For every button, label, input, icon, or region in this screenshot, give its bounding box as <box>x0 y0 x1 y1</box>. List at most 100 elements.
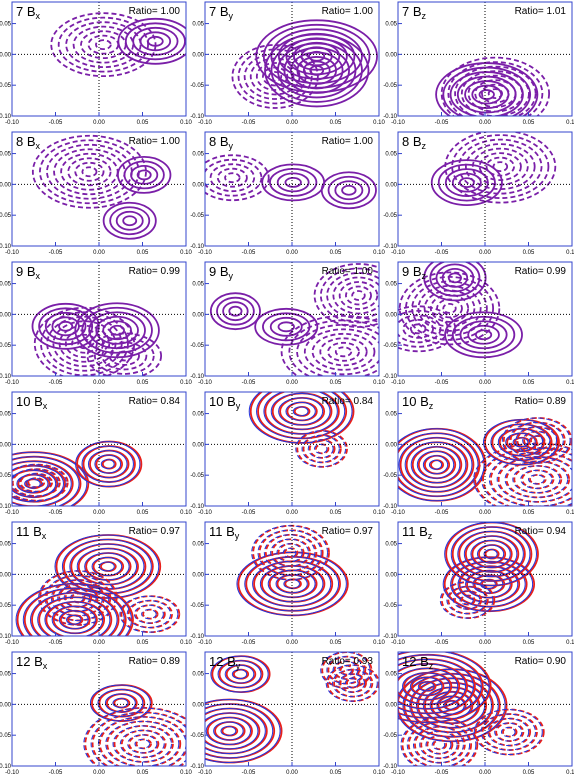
contour <box>284 177 302 188</box>
contour <box>277 321 295 333</box>
contour <box>214 721 246 741</box>
panel-label: 8 Bz <box>402 134 427 151</box>
panel-label-main: 12 B <box>402 654 429 669</box>
x-tick-label: -0.10 <box>5 510 19 516</box>
contours <box>31 302 163 376</box>
y-tick-label: -0.10 <box>383 504 397 510</box>
panel: -0.10 -0.05 0.00 0.05 0.10 -0.10 -0.05 0.00 0.05… <box>0 521 192 646</box>
contours <box>50 12 186 78</box>
panel-label: 7 Bx <box>16 4 41 21</box>
contour <box>94 454 122 474</box>
x-tick-label: -0.05 <box>242 510 256 516</box>
y-tick-label: 0.05 <box>385 282 397 288</box>
contour <box>254 307 319 346</box>
x-tick-label: 0.00 <box>479 640 491 646</box>
contour <box>417 681 488 729</box>
x-tick-label: 0.10 <box>180 770 192 776</box>
panel-label: 11 By <box>209 524 240 541</box>
contour <box>51 316 80 337</box>
panel-label-sub: x <box>42 531 47 541</box>
panel-label-main: 10 B <box>16 394 43 409</box>
panel-label-main: 10 B <box>402 394 429 409</box>
x-tick-label: 0.05 <box>137 510 149 516</box>
contours <box>231 19 378 109</box>
contour <box>444 132 557 204</box>
contour <box>345 285 372 306</box>
contour <box>113 697 131 709</box>
contour <box>120 595 181 634</box>
contour <box>398 663 467 710</box>
contour <box>308 50 326 62</box>
contour <box>216 296 255 326</box>
panel-label-main: 12 B <box>16 654 43 669</box>
y-tick-label: -0.05 <box>0 733 12 739</box>
contour <box>270 392 331 430</box>
y-tick-label: 0.00 <box>192 572 204 578</box>
contour <box>521 469 555 490</box>
contour <box>481 447 572 506</box>
y-tick-label: 0.00 <box>385 442 397 448</box>
contour <box>81 445 134 483</box>
ratio: Ratio= 1.00 <box>322 6 374 17</box>
panel-label-sub: x <box>36 271 41 281</box>
contour <box>286 401 318 422</box>
y-tick-label: -0.05 <box>190 83 204 89</box>
contour <box>327 175 371 205</box>
x-tick-label: 0.00 <box>286 120 298 126</box>
contour <box>474 708 545 756</box>
x-tick-label: -0.10 <box>391 510 405 516</box>
y-tick-label: -0.10 <box>190 244 204 250</box>
panel-label-sub: x <box>43 401 48 411</box>
contour <box>91 557 123 577</box>
contour <box>522 430 551 450</box>
contour <box>40 311 129 376</box>
x-tick-label: -0.10 <box>391 120 405 126</box>
x-tick-label: 0.05 <box>523 770 535 776</box>
contour <box>251 525 329 581</box>
x-tick-label: 0.05 <box>523 380 535 386</box>
contour <box>429 294 470 323</box>
contour <box>307 439 334 459</box>
panel: -0.10 -0.05 0.00 0.05 0.10 -0.10 -0.05 0.00 0.05… <box>190 131 385 256</box>
contour <box>467 324 500 345</box>
contour <box>224 172 241 184</box>
y-tick-label: -0.10 <box>383 374 397 380</box>
contour <box>141 609 157 620</box>
panel-label-sub: x <box>36 11 41 21</box>
contour <box>53 148 126 196</box>
contour <box>285 401 316 421</box>
y-tick-label: 0.00 <box>385 312 397 318</box>
x-tick-label: 0.00 <box>93 770 105 776</box>
contours <box>398 262 523 359</box>
contour <box>205 708 266 754</box>
x-tick-label: -0.10 <box>391 770 405 776</box>
contour <box>398 314 442 344</box>
contour <box>277 32 356 80</box>
x-tick-label: -0.10 <box>5 250 19 256</box>
y-tick-label: -0.10 <box>0 634 12 640</box>
contour <box>119 595 179 633</box>
contour <box>222 301 249 322</box>
contour <box>12 464 67 502</box>
contour <box>255 62 295 91</box>
panel-label-sub: z <box>429 661 434 671</box>
ratio: Ratio= 0.99 <box>129 266 181 277</box>
contour <box>284 578 302 590</box>
contour <box>98 561 115 572</box>
contour <box>405 276 495 341</box>
contour <box>398 432 479 497</box>
contour <box>60 152 119 191</box>
contour <box>442 66 532 116</box>
contour <box>473 709 543 756</box>
contour <box>508 421 564 459</box>
contour <box>425 735 452 755</box>
y-tick-label: -0.10 <box>383 764 397 770</box>
contour <box>487 718 530 747</box>
contour <box>12 460 72 506</box>
contour <box>285 37 348 76</box>
panel: -0.10 -0.05 0.00 0.05 0.10 -0.10 -0.05 0.00 0.05… <box>383 261 574 386</box>
contour <box>440 56 550 116</box>
panel-label-main: 11 B <box>16 524 42 539</box>
contour <box>210 655 269 693</box>
contour <box>224 664 255 684</box>
